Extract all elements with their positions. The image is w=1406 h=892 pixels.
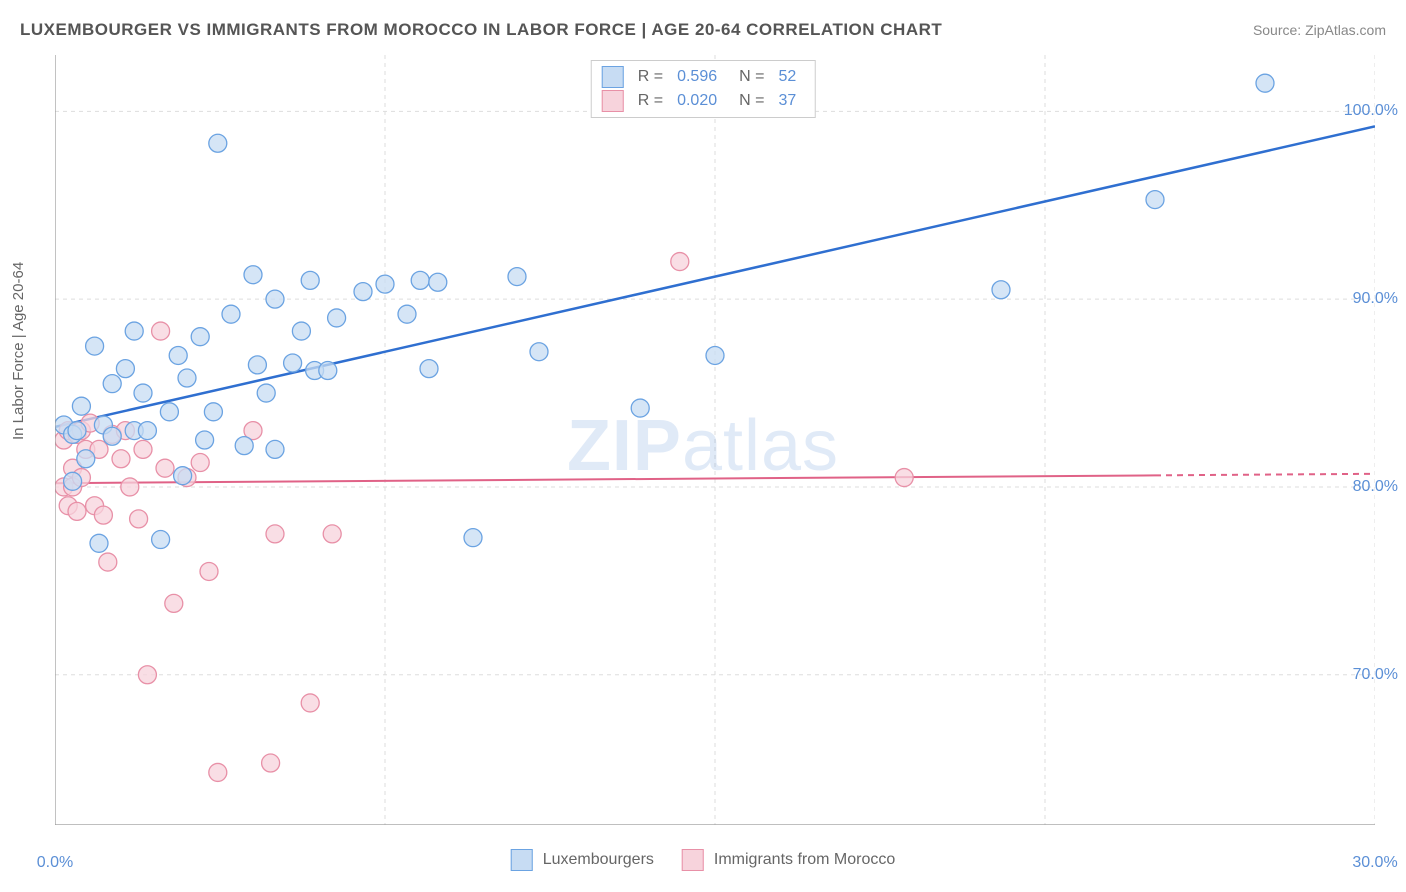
- correlation-chart: [55, 55, 1375, 825]
- series-legend: Luxembourgers Immigrants from Morocco: [511, 848, 896, 872]
- series-legend-label: Luxembourgers: [543, 848, 654, 872]
- y-tick-label: 90.0%: [1353, 290, 1398, 308]
- series-legend-item: Immigrants from Morocco: [682, 848, 895, 872]
- stat-n-value: 37: [778, 89, 796, 113]
- chart-title: LUXEMBOURGER VS IMMIGRANTS FROM MOROCCO …: [20, 20, 942, 40]
- x-tick-label: 30.0%: [1352, 854, 1397, 872]
- stat-n-value: 52: [778, 65, 796, 89]
- stat-r-value: 0.020: [677, 89, 717, 113]
- stat-r-label: R =: [638, 89, 663, 113]
- legend-swatch-icon: [602, 90, 624, 112]
- stat-r-label: R =: [638, 65, 663, 89]
- legend-swatch-icon: [511, 849, 533, 871]
- y-tick-label: 100.0%: [1344, 102, 1398, 120]
- stat-n-label: N =: [739, 65, 764, 89]
- stats-legend-row: R = 0.020 N = 37: [602, 89, 805, 113]
- series-legend-label: Immigrants from Morocco: [714, 848, 895, 872]
- stats-legend-row: R = 0.596 N = 52: [602, 65, 805, 89]
- y-axis-label: In Labor Force | Age 20-64: [10, 262, 27, 440]
- x-tick-label: 0.0%: [37, 854, 73, 872]
- series-legend-item: Luxembourgers: [511, 848, 654, 872]
- stat-r-value: 0.596: [677, 65, 717, 89]
- y-tick-label: 70.0%: [1353, 666, 1398, 684]
- source-label: Source: ZipAtlas.com: [1253, 22, 1386, 38]
- stat-n-label: N =: [739, 89, 764, 113]
- legend-swatch-icon: [682, 849, 704, 871]
- stats-legend: R = 0.596 N = 52 R = 0.020 N = 37: [591, 60, 816, 118]
- y-tick-label: 80.0%: [1353, 478, 1398, 496]
- legend-swatch-icon: [602, 66, 624, 88]
